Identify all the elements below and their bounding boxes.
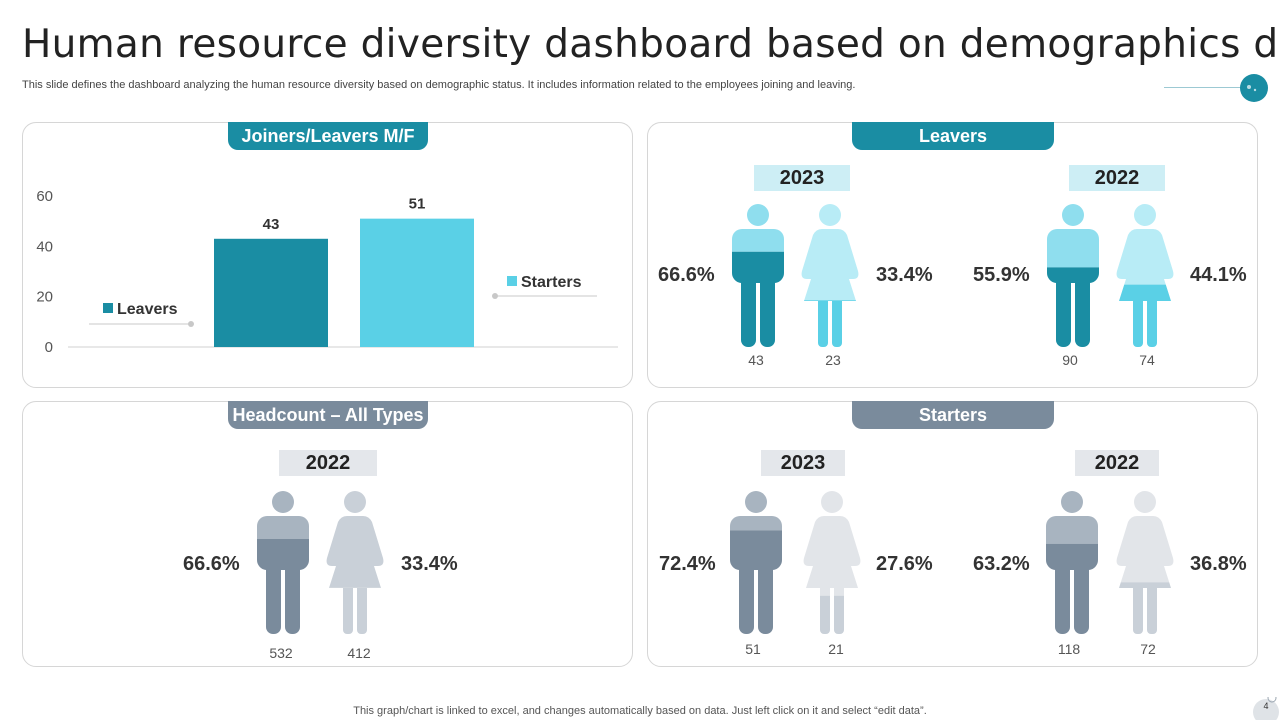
page-number-badge: 4 bbox=[1253, 693, 1279, 720]
starters-2023-female-pct: 27.6% bbox=[876, 553, 933, 575]
leavers-2023-female-pct: 33.4% bbox=[876, 264, 933, 286]
leavers-year-2023: 2023 bbox=[754, 165, 850, 191]
leavers-2022-male-count: 90 bbox=[1062, 352, 1078, 368]
bar-data-label: 43 bbox=[263, 216, 280, 233]
leavers-tab: Leavers bbox=[852, 122, 1054, 150]
bar-starters[interactable] bbox=[360, 218, 474, 347]
starters-panel: Starters 2023 72.4% 27.6% 51 21 2022 63.… bbox=[647, 401, 1258, 667]
joiners-leavers-bar-chart[interactable]: 0 20 40 60 43 51 Leavers Starters bbox=[23, 123, 632, 387]
headcount-year-2022: 2022 bbox=[279, 450, 377, 476]
bar-data-label: 51 bbox=[409, 196, 426, 213]
joiners-leavers-tab: Joiners/Leavers M/F bbox=[228, 122, 428, 150]
starters-2023-male-count: 51 bbox=[745, 641, 761, 657]
male-figure-icon bbox=[1042, 490, 1102, 641]
figure-dark-fill bbox=[801, 300, 859, 347]
leavers-2023-female-count: 23 bbox=[825, 352, 841, 368]
figure-dark-fill bbox=[1047, 267, 1099, 347]
figure-dark-fill bbox=[1116, 582, 1174, 634]
starters-2022-male-count: 118 bbox=[1057, 641, 1081, 657]
figure-dark-fill bbox=[732, 251, 784, 347]
leavers-year-2022: 2022 bbox=[1069, 165, 1165, 191]
starters-2022-male-pct: 63.2% bbox=[973, 553, 1030, 575]
female-figure-icon bbox=[1115, 203, 1175, 354]
y-tick-label: 20 bbox=[36, 289, 53, 306]
female-figure-icon bbox=[325, 490, 385, 641]
decorative-line bbox=[1164, 87, 1244, 88]
figure-light-fill bbox=[730, 491, 782, 531]
y-tick-label: 60 bbox=[36, 188, 53, 205]
starters-2022-female-count: 72 bbox=[1140, 641, 1156, 657]
figure-dark-fill bbox=[730, 530, 782, 634]
figure-light-fill bbox=[1047, 204, 1099, 268]
headcount-male-count: 532 bbox=[269, 645, 293, 661]
legend-leader-dot bbox=[492, 293, 498, 299]
starters-year-2022: 2022 bbox=[1075, 450, 1159, 476]
figure-dark-fill bbox=[1116, 284, 1174, 347]
legend-label-leavers: Leavers bbox=[117, 301, 178, 318]
female-figure-icon bbox=[1115, 490, 1175, 641]
leavers-2023-male-pct: 66.6% bbox=[658, 264, 715, 286]
page-subtitle: This slide defines the dashboard analyzi… bbox=[22, 79, 856, 91]
leavers-panel: Leavers 2023 66.6% 33.4% 43 23 2022 55.9… bbox=[647, 122, 1258, 388]
figure-light-fill bbox=[732, 204, 784, 252]
starters-2022-female-pct: 36.8% bbox=[1190, 553, 1247, 575]
figure-dark-fill bbox=[1046, 543, 1098, 634]
page-number: 4 bbox=[1263, 701, 1269, 711]
headcount-male-pct: 66.6% bbox=[183, 553, 240, 575]
leavers-2023-male-count: 43 bbox=[748, 352, 764, 368]
legend-label-starters: Starters bbox=[521, 274, 582, 291]
figure-light-fill bbox=[803, 491, 861, 596]
headcount-female-count: 412 bbox=[347, 645, 371, 661]
starters-tab: Starters bbox=[852, 401, 1054, 429]
headcount-tab: Headcount – All Types bbox=[228, 401, 428, 429]
female-figure-icon bbox=[800, 203, 860, 354]
y-tick-label: 0 bbox=[45, 339, 53, 356]
figure-dark-fill bbox=[326, 587, 384, 634]
male-figure-icon bbox=[726, 490, 786, 641]
figure-dark-fill bbox=[257, 538, 309, 634]
leavers-2022-female-pct: 44.1% bbox=[1190, 264, 1247, 286]
joiners-leavers-panel: Joiners/Leavers M/F 0 20 40 60 43 51 Leavers St… bbox=[22, 122, 633, 388]
headcount-panel: Headcount – All Types 2022 66.6% 33.4% 5… bbox=[22, 401, 633, 667]
bar-leavers[interactable] bbox=[214, 238, 328, 347]
female-figure-icon bbox=[802, 490, 862, 641]
figure-light-fill bbox=[1116, 204, 1174, 285]
legend-swatch bbox=[507, 276, 517, 286]
headcount-female-pct: 33.4% bbox=[401, 553, 458, 575]
legend-swatch bbox=[103, 303, 113, 313]
male-figure-icon bbox=[253, 490, 313, 641]
leavers-2022-male-pct: 55.9% bbox=[973, 264, 1030, 286]
male-figure-icon bbox=[1043, 203, 1103, 354]
figure-dark-fill bbox=[803, 595, 861, 634]
figure-light-fill bbox=[801, 204, 859, 301]
starters-2023-female-count: 21 bbox=[828, 641, 844, 657]
starters-2023-male-pct: 72.4% bbox=[659, 553, 716, 575]
figure-light-fill bbox=[257, 491, 309, 539]
leavers-2022-female-count: 74 bbox=[1139, 352, 1155, 368]
y-tick-label: 40 bbox=[36, 238, 53, 255]
page-title: Human resource diversity dashboard based… bbox=[22, 22, 1280, 67]
footer-note: This graph/chart is linked to excel, and… bbox=[353, 705, 927, 717]
legend-leader-dot bbox=[188, 321, 194, 327]
figure-light-fill bbox=[1046, 491, 1098, 544]
decorative-circle-icon bbox=[1240, 74, 1268, 102]
figure-light-fill bbox=[326, 491, 384, 588]
figure-light-fill bbox=[1116, 491, 1174, 583]
starters-year-2023: 2023 bbox=[761, 450, 845, 476]
male-figure-icon bbox=[728, 203, 788, 354]
